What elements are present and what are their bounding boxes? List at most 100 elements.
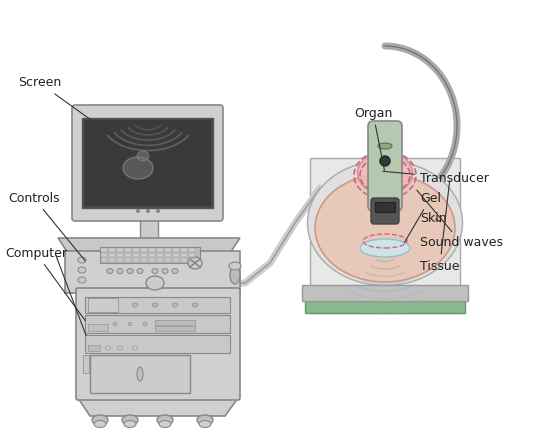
Text: Computer: Computer [5,247,85,321]
Bar [101,248,107,252]
Bar [133,253,139,257]
Bar [157,258,163,262]
Bar [100,247,200,263]
Bar [165,248,171,252]
Bar [149,258,155,262]
Ellipse shape [78,257,86,263]
Bar [375,202,395,212]
Bar [109,253,115,257]
Bar [101,258,107,262]
Ellipse shape [94,420,106,427]
Ellipse shape [128,322,132,326]
Text: Organ: Organ [354,106,392,170]
Ellipse shape [107,268,113,273]
Bar [125,258,131,262]
Bar [109,258,115,262]
Bar [181,248,187,252]
Text: Tissue: Tissue [420,181,459,272]
Ellipse shape [78,267,86,273]
Bar [305,301,465,313]
Ellipse shape [133,303,138,307]
Bar [149,253,155,257]
Text: Sound waves: Sound waves [417,190,503,250]
FancyBboxPatch shape [72,105,223,221]
Bar [125,248,131,252]
Bar [82,118,213,208]
Ellipse shape [162,268,168,273]
Bar [157,248,163,252]
Bar [65,251,240,293]
Ellipse shape [152,268,158,273]
Ellipse shape [380,156,390,166]
Ellipse shape [92,303,97,307]
Ellipse shape [113,322,117,326]
Bar [181,253,187,257]
Bar [85,335,230,353]
Bar [149,248,155,252]
Bar [189,253,195,257]
Bar [140,208,158,253]
Ellipse shape [124,420,136,427]
Ellipse shape [197,415,213,425]
Polygon shape [58,238,240,253]
Ellipse shape [307,160,463,286]
Ellipse shape [315,174,455,282]
Text: Transducer: Transducer [383,171,489,184]
Bar [117,258,123,262]
Ellipse shape [173,303,178,307]
Bar [189,248,195,252]
FancyBboxPatch shape [371,198,399,224]
Ellipse shape [230,266,240,284]
Bar [173,258,179,262]
FancyBboxPatch shape [76,288,240,400]
Text: Skin: Skin [420,212,447,225]
Bar [83,355,89,373]
Polygon shape [78,398,238,416]
Bar [85,297,230,313]
Bar [88,345,100,351]
Bar [90,355,190,393]
Ellipse shape [358,152,412,194]
Bar [117,248,123,252]
Bar [141,258,147,262]
Bar [88,298,118,312]
Bar [133,258,139,262]
Ellipse shape [378,143,392,149]
Bar [101,253,107,257]
Text: Controls: Controls [8,191,85,261]
Bar [125,253,131,257]
Bar [157,253,163,257]
Ellipse shape [192,303,197,307]
Bar [141,248,147,252]
Bar [302,285,468,301]
Ellipse shape [172,268,178,273]
FancyBboxPatch shape [368,121,402,211]
Ellipse shape [78,277,86,283]
Bar [173,248,179,252]
Bar [133,248,139,252]
Text: Gel: Gel [404,191,441,243]
Ellipse shape [157,415,173,425]
Bar [173,253,179,257]
Ellipse shape [159,420,171,427]
Bar [117,253,123,257]
Ellipse shape [123,157,153,179]
Bar [165,253,171,257]
Ellipse shape [136,209,140,212]
Ellipse shape [118,346,123,350]
Bar [155,326,195,331]
Ellipse shape [92,415,108,425]
Ellipse shape [127,268,133,273]
Ellipse shape [133,346,138,350]
Ellipse shape [137,151,149,161]
Ellipse shape [146,209,150,212]
Ellipse shape [137,268,143,273]
Ellipse shape [137,367,143,381]
Text: Screen: Screen [18,77,128,146]
Bar [84,120,211,206]
Bar [181,258,187,262]
Bar [155,320,195,325]
Ellipse shape [199,420,211,427]
Bar [88,324,108,331]
Ellipse shape [117,268,123,273]
